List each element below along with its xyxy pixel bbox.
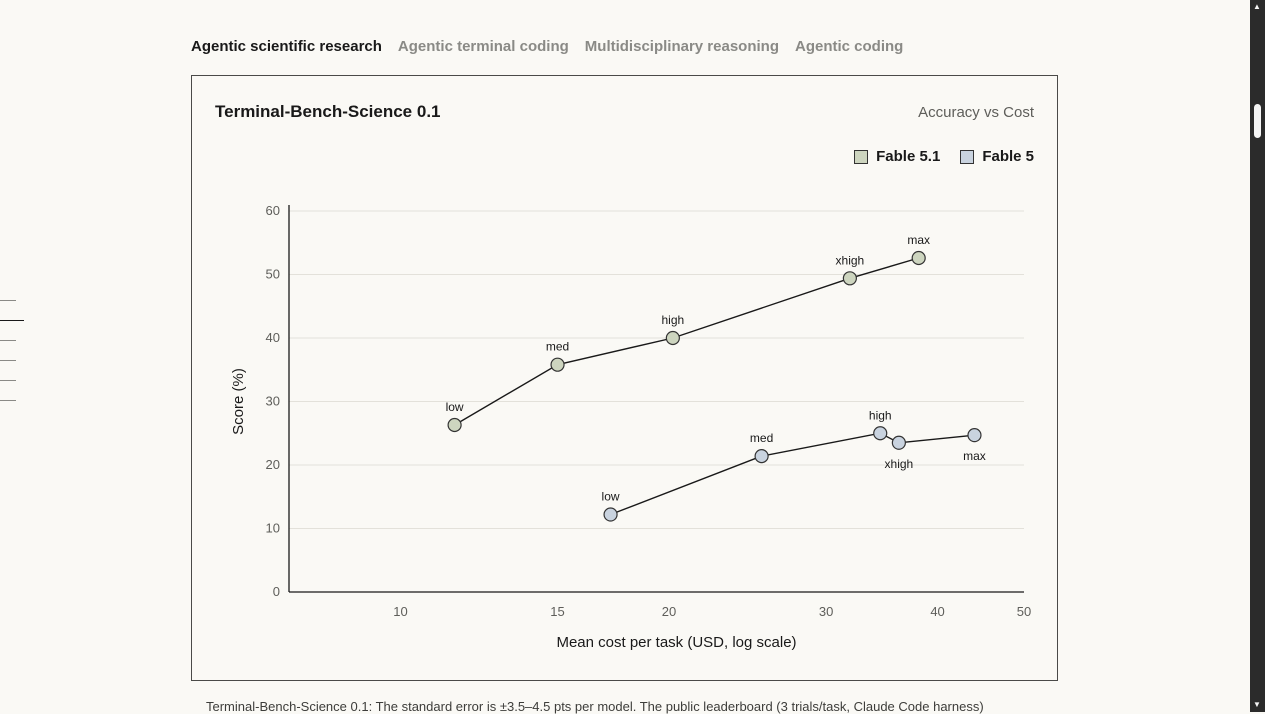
y-tick-label: 0 [273, 584, 280, 599]
tab-agentic-scientific-research[interactable]: Agentic scientific research [191, 38, 382, 55]
point-label: low [602, 490, 620, 504]
point-label: xhigh [885, 457, 914, 471]
outline-marker-active[interactable] [0, 320, 24, 321]
chart-card: Terminal-Bench-Science 0.1 Accuracy vs C… [191, 75, 1058, 681]
outline-marker[interactable] [0, 380, 16, 381]
scroll-down-icon[interactable]: ▼ [1253, 700, 1261, 709]
outline-marker[interactable] [0, 300, 16, 301]
data-point [873, 426, 888, 441]
outline-marker[interactable] [0, 340, 16, 341]
legend-item-fable-5-1: Fable 5.1 [854, 148, 940, 165]
point-label: max [907, 233, 930, 247]
data-point [967, 428, 982, 443]
point-label: max [963, 449, 986, 463]
x-tick-label: 10 [393, 604, 407, 619]
y-axis-title: Score (%) [230, 368, 247, 435]
data-point [842, 271, 857, 286]
legend-swatch [960, 149, 975, 164]
y-tick-label: 20 [266, 457, 280, 472]
tab-agentic-terminal-coding[interactable]: Agentic terminal coding [397, 38, 569, 55]
data-point [891, 435, 906, 450]
chart-caption: Terminal-Bench-Science 0.1: The standard… [206, 699, 984, 714]
y-tick-label: 30 [266, 394, 280, 409]
scrollbar[interactable]: ▲ ▼ [1250, 0, 1265, 712]
point-label: high [869, 408, 892, 422]
x-tick-label: 30 [819, 604, 833, 619]
chart-title: Terminal-Bench-Science 0.1 [215, 102, 441, 121]
chart-subtitle: Accuracy vs Cost [918, 104, 1034, 121]
point-label: med [546, 340, 569, 354]
x-tick-label: 50 [1017, 604, 1031, 619]
outline-marker[interactable] [0, 400, 16, 401]
scroll-thumb[interactable] [1254, 104, 1261, 138]
scroll-up-icon[interactable]: ▲ [1253, 2, 1261, 11]
x-axis-title: Mean cost per task (USD, log scale) [556, 634, 796, 651]
tab-multidisciplinary-reasoning[interactable]: Multidisciplinary reasoning [584, 38, 779, 55]
chart-legend: Fable 5.1 Fable 5 [854, 148, 1034, 165]
point-label: xhigh [836, 253, 865, 267]
data-point [447, 417, 462, 433]
point-label: high [662, 313, 685, 327]
benchmark-tabs: Agentic scientific research Agentic term… [191, 38, 903, 55]
tab-agentic-coding[interactable]: Agentic coding [794, 38, 904, 55]
data-point [665, 330, 680, 346]
y-tick-label: 50 [266, 267, 280, 282]
legend-item-fable-5: Fable 5 [960, 148, 1034, 165]
data-point [754, 449, 769, 464]
series-line-fable-5 [610, 432, 975, 516]
data-point [550, 357, 565, 372]
x-tick-label: 20 [662, 604, 676, 619]
legend-label: Fable 5 [982, 148, 1034, 165]
outline-marker[interactable] [0, 360, 16, 361]
x-tick-label: 15 [550, 604, 564, 619]
y-tick-label: 40 [266, 330, 280, 345]
data-point [603, 507, 618, 522]
chart-plot: 0 10 20 30 40 50 60 10 15 20 30 40 50 Mean cost per t… [230, 203, 1031, 651]
legend-swatch [854, 149, 869, 164]
page-outline [0, 300, 24, 420]
data-point [911, 250, 926, 266]
y-tick-label: 60 [266, 203, 280, 218]
legend-label: Fable 5.1 [876, 148, 941, 165]
x-tick-label: 40 [930, 604, 944, 619]
y-tick-label: 10 [266, 521, 280, 536]
point-label: med [750, 431, 773, 445]
point-label: low [446, 400, 464, 414]
